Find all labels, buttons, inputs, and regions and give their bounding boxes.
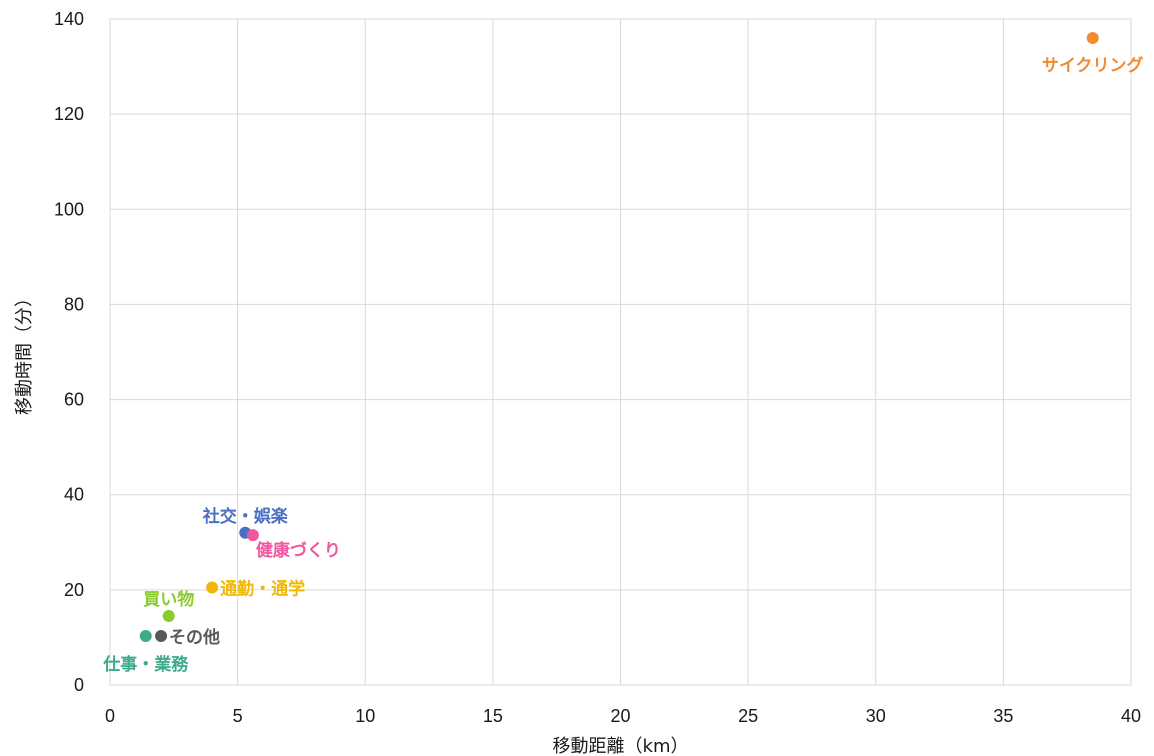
data-point [206,581,219,594]
x-tick-label: 30 [866,706,886,726]
y-tick-label: 0 [74,675,84,695]
data-label: 仕事・業務 [102,654,189,675]
x-tick-label: 0 [105,706,115,726]
data-point [162,610,175,623]
y-tick-labels: 0 20 40 60 80 100 120 140 [54,9,84,695]
data-point [246,529,259,542]
x-tick-labels: 0 5 10 15 20 25 30 35 40 [105,706,1141,726]
y-tick-label: 140 [54,9,84,29]
data-label: 社交・娯楽 [202,506,289,527]
x-tick-label: 25 [738,706,758,726]
x-tick-label: 35 [993,706,1013,726]
x-tick-label: 10 [355,706,375,726]
data-point [155,630,168,643]
x-tick-label: 20 [610,706,630,726]
data-label: サイクリング [1042,55,1144,76]
y-tick-label: 20 [64,580,84,600]
x-tick-label: 40 [1121,706,1141,726]
y-axis-title: 移動時間（分） [14,289,35,415]
grid-lines [109,18,1132,686]
y-tick-label: 40 [64,485,84,505]
x-axis-title: 移動距離（km） [553,736,689,756]
data-label: 通勤・通学 [220,578,305,599]
data-label: 健康づくり [256,540,341,561]
y-tick-label: 60 [64,390,84,410]
y-tick-label: 120 [54,104,84,124]
x-tick-label: 5 [233,706,243,726]
data-point [139,630,152,643]
data-point [1086,32,1099,45]
data-label: 買い物 [143,589,194,610]
data-points [139,32,1099,643]
y-tick-label: 80 [64,294,84,314]
y-tick-label: 100 [54,199,84,219]
data-label: その他 [169,627,220,648]
x-tick-label: 15 [483,706,503,726]
